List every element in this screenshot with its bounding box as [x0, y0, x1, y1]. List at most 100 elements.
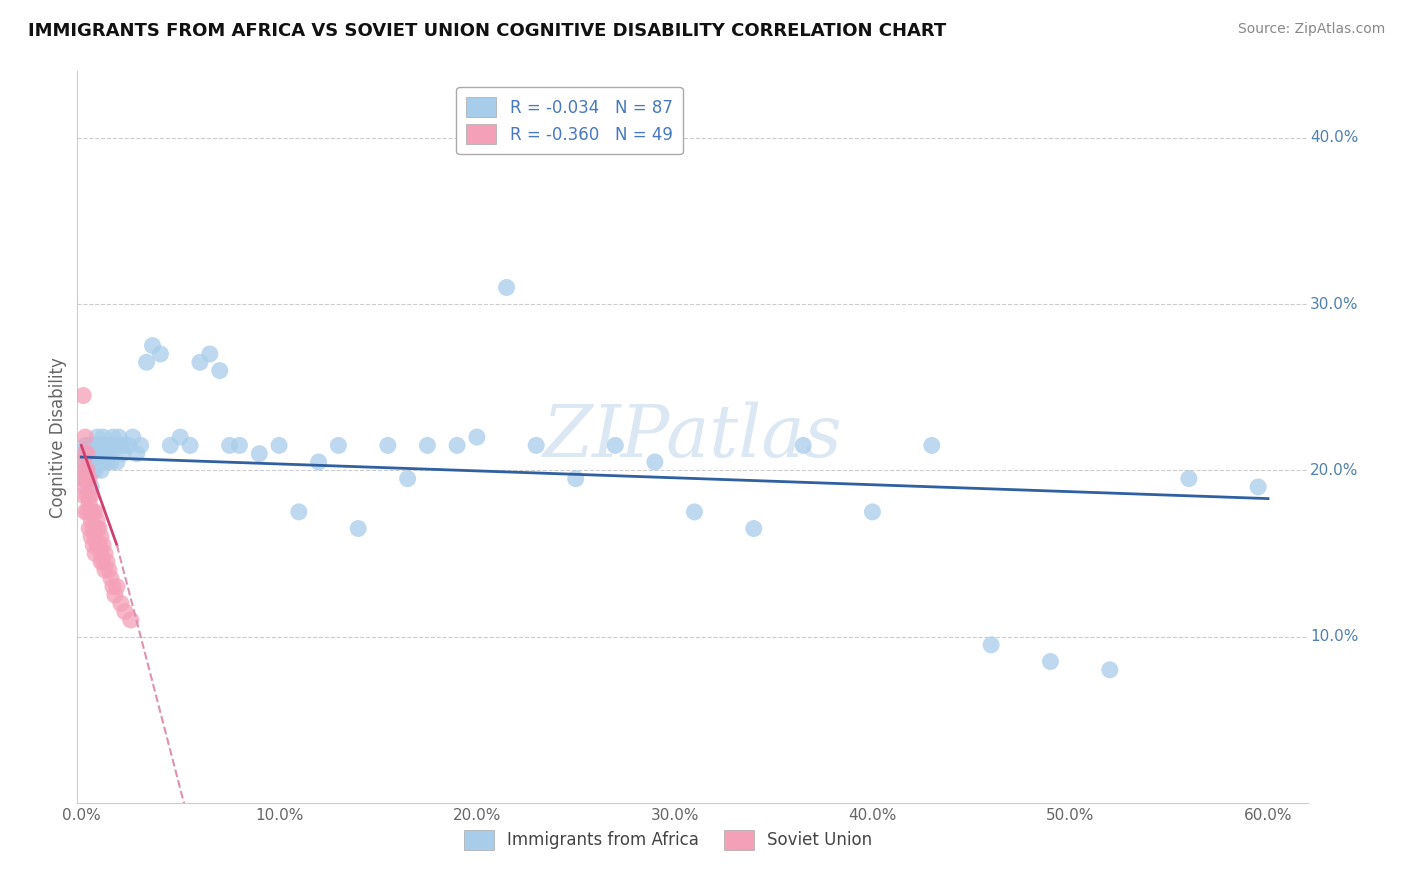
Y-axis label: Cognitive Disability: Cognitive Disability — [49, 357, 67, 517]
Point — [86, 538, 108, 552]
Point — [110, 596, 132, 610]
Text: 40.0%: 40.0% — [1310, 130, 1358, 145]
Point — [72, 455, 94, 469]
Point — [100, 571, 122, 585]
Point — [76, 488, 98, 502]
Point — [104, 588, 127, 602]
Point — [179, 438, 201, 452]
Point — [75, 472, 97, 486]
Point — [135, 355, 157, 369]
Point — [110, 438, 132, 452]
Point — [114, 605, 136, 619]
Point — [82, 438, 104, 452]
Point — [87, 538, 110, 552]
Point — [91, 555, 114, 569]
Point — [84, 438, 107, 452]
Point — [76, 447, 98, 461]
Point — [75, 438, 97, 452]
Point — [84, 530, 107, 544]
Point — [75, 455, 97, 469]
Point — [94, 546, 117, 560]
Text: IMMIGRANTS FROM AFRICA VS SOVIET UNION COGNITIVE DISABILITY CORRELATION CHART: IMMIGRANTS FROM AFRICA VS SOVIET UNION C… — [28, 22, 946, 40]
Point — [80, 438, 103, 452]
Point — [72, 388, 94, 402]
Point — [1247, 480, 1270, 494]
Point — [90, 438, 112, 452]
Legend: Immigrants from Africa, Soviet Union: Immigrants from Africa, Soviet Union — [457, 823, 879, 856]
Point — [77, 497, 100, 511]
Point — [91, 455, 114, 469]
Point — [82, 463, 104, 477]
Point — [267, 438, 290, 452]
Point — [82, 447, 104, 461]
Text: ZIPatlas: ZIPatlas — [543, 401, 842, 473]
Point — [72, 488, 94, 502]
Point — [77, 521, 100, 535]
Point — [396, 472, 419, 486]
Point — [104, 438, 127, 452]
Point — [1178, 472, 1201, 486]
Point — [96, 455, 118, 469]
Point — [72, 472, 94, 486]
Point — [75, 463, 97, 477]
Point — [683, 505, 706, 519]
Point — [86, 447, 108, 461]
Point — [77, 438, 100, 452]
Point — [465, 430, 488, 444]
Text: Source: ZipAtlas.com: Source: ZipAtlas.com — [1237, 22, 1385, 37]
Point — [111, 447, 134, 461]
Point — [90, 530, 112, 544]
Point — [86, 521, 108, 535]
Point — [80, 513, 103, 527]
Point — [90, 463, 112, 477]
Point — [75, 505, 97, 519]
Point — [495, 280, 517, 294]
Point — [105, 580, 128, 594]
Point — [77, 488, 100, 502]
Point — [87, 521, 110, 535]
Point — [96, 438, 118, 452]
Point — [218, 438, 240, 452]
Point — [105, 455, 128, 469]
Point — [228, 438, 250, 452]
Point — [76, 463, 98, 477]
Point — [80, 530, 103, 544]
Point — [198, 347, 221, 361]
Point — [125, 447, 148, 461]
Point — [76, 505, 98, 519]
Point — [76, 438, 98, 452]
Point — [91, 538, 114, 552]
Point — [1039, 655, 1062, 669]
Point — [84, 546, 107, 560]
Point — [98, 563, 121, 577]
Point — [76, 463, 98, 477]
Point — [169, 430, 191, 444]
Point — [308, 455, 330, 469]
Point — [159, 438, 181, 452]
Point — [84, 505, 107, 519]
Point — [77, 455, 100, 469]
Point — [82, 505, 104, 519]
Point — [76, 472, 98, 486]
Point — [524, 438, 547, 452]
Point — [94, 447, 117, 461]
Point — [75, 430, 97, 444]
Point — [80, 505, 103, 519]
Point — [644, 455, 666, 469]
Point — [108, 430, 131, 444]
Point — [76, 472, 98, 486]
Point — [347, 521, 370, 535]
Point — [188, 355, 211, 369]
Point — [82, 521, 104, 535]
Point — [247, 447, 270, 461]
Point — [98, 447, 121, 461]
Point — [75, 447, 97, 461]
Point — [91, 430, 114, 444]
Point — [76, 447, 98, 461]
Point — [101, 580, 124, 594]
Point — [75, 463, 97, 477]
Point — [90, 447, 112, 461]
Point — [141, 338, 163, 352]
Point — [82, 538, 104, 552]
Point — [100, 455, 122, 469]
